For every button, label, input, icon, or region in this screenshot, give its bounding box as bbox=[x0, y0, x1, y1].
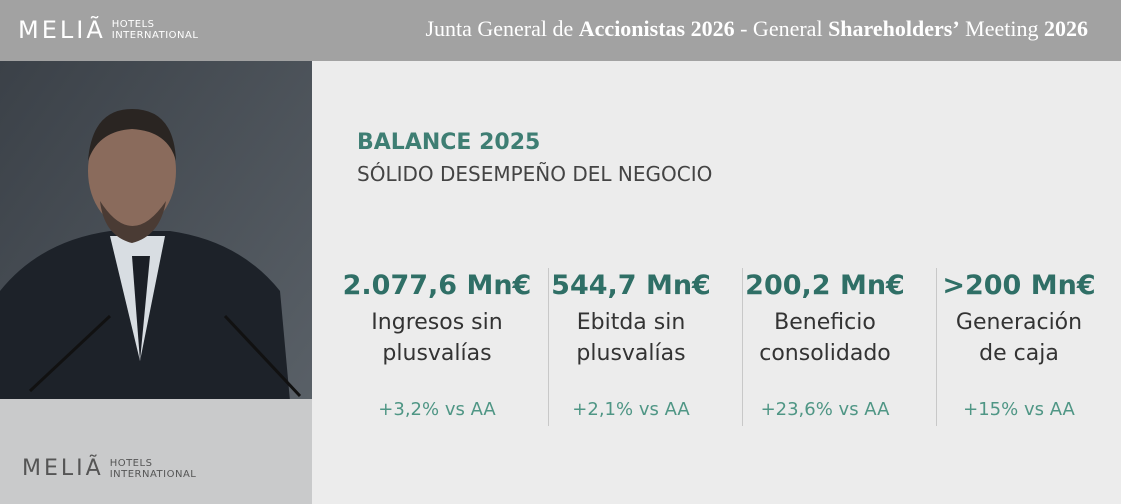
kpi-change: +23,6% vs AA bbox=[760, 399, 890, 420]
logo-sub-line: INTERNATIONAL bbox=[109, 468, 197, 480]
kpi-label: Generación de caja bbox=[922, 307, 1116, 369]
kpi-label-line: consolidado bbox=[759, 341, 891, 366]
title-segment: - General bbox=[734, 16, 829, 41]
kpi-value: 2.077,6 Mn€ bbox=[342, 270, 532, 301]
kpi-label: Beneficio consolidado bbox=[728, 307, 922, 369]
kpi-label-line: Beneficio bbox=[774, 310, 876, 335]
kpi-label-line: Ingresos sin bbox=[371, 310, 503, 335]
divider bbox=[936, 268, 937, 426]
kpi-label-line: de caja bbox=[979, 341, 1059, 366]
kpi-change: +2,1% vs AA bbox=[572, 399, 690, 420]
kpi-label-line: Generación bbox=[955, 310, 1083, 335]
title-segment: 2026 bbox=[1044, 16, 1088, 41]
slide-title: BALANCE 2025 bbox=[357, 130, 541, 155]
podium-logo: MELIÃ HOTELS INTERNATIONAL bbox=[22, 456, 196, 481]
podium-logo-sub: HOTELS INTERNATIONAL bbox=[110, 458, 197, 480]
title-segment: Shareholders’ bbox=[828, 16, 960, 41]
kpi-label-line: Ebitda sin bbox=[576, 310, 686, 335]
speaker-video bbox=[0, 61, 312, 504]
logo-sub-line: INTERNATIONAL bbox=[111, 30, 199, 41]
kpi: 544,7 Mn€ Ebitda sin plusvalías +2,1% vs AA bbox=[534, 268, 728, 426]
logo: MELIÃ HOTELS INTERNATIONAL bbox=[18, 16, 198, 44]
kpi-label: Ebitda sin plusvalías bbox=[534, 307, 728, 369]
divider bbox=[742, 268, 743, 426]
kpi-value: >200 Mn€ bbox=[942, 270, 1096, 301]
kpi: >200 Mn€ Generación de caja +15% vs AA bbox=[922, 268, 1116, 426]
event-title: Junta General de Accionistas 2026 - Gene… bbox=[425, 16, 1088, 42]
slide-subtitle: SÓLIDO DESEMPEÑO DEL NEGOCIO bbox=[357, 162, 713, 186]
kpi-label-line: plusvalías bbox=[382, 341, 492, 366]
divider bbox=[548, 268, 549, 426]
title-segment: Meeting bbox=[959, 16, 1044, 41]
podium-logo-name: MELIÃ bbox=[22, 456, 104, 481]
kpi-label-line: plusvalías bbox=[576, 341, 686, 366]
kpi: 200,2 Mn€ Beneficio consolidado +23,6% vs A… bbox=[728, 268, 922, 426]
logo-sub: HOTELS INTERNATIONAL bbox=[112, 19, 199, 41]
kpi-value: 544,7 Mn€ bbox=[551, 270, 711, 301]
logo-sub-line: HOTELS bbox=[109, 457, 153, 469]
logo-sub-line: HOTELS bbox=[111, 19, 155, 30]
title-segment: Accionistas 2026 bbox=[578, 16, 735, 41]
kpi: 2.077,6 Mn€ Ingresos sin plusvalías +3,2% v… bbox=[340, 268, 534, 426]
kpi-value: 200,2 Mn€ bbox=[745, 270, 905, 301]
logo-name: MELIÃ bbox=[18, 16, 106, 44]
title-segment: Junta General de bbox=[425, 16, 579, 41]
kpi-label: Ingresos sin plusvalías bbox=[340, 307, 534, 369]
kpi-change: +15% vs AA bbox=[963, 399, 1075, 420]
kpi-change: +3,2% vs AA bbox=[378, 399, 496, 420]
top-bar: MELIÃ HOTELS INTERNATIONAL Junta General … bbox=[0, 0, 1121, 61]
